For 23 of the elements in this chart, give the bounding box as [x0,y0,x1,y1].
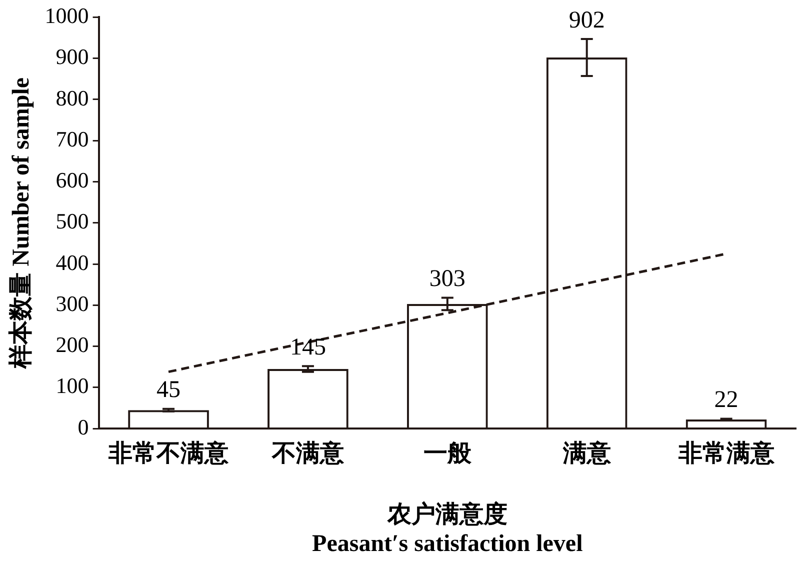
y-tick-label: 900 [56,44,89,70]
x-tick-label: 满意 [562,440,612,468]
y-tick-label: 0 [78,414,89,440]
y-tick-label: 600 [56,168,89,193]
data-label: 22 [714,387,738,414]
x-tick-label: 非常满意 [677,440,776,468]
x-tick-label: 不满意 [270,440,345,468]
data-label: 902 [568,7,605,34]
data-label: 145 [290,334,326,360]
y-tick-label: 200 [56,332,89,358]
x-axis-title: 农户满意度 Peasant′s satisfaction level [312,501,584,557]
y-tick-label: 700 [56,126,89,152]
y-tick-label: 400 [56,250,89,275]
y-tick-label: 100 [56,373,89,398]
y-tick-label: 500 [56,208,89,234]
y-tick-label: 1000 [44,2,89,28]
x-tick-label: 一般 [423,441,472,468]
data-label: 303 [429,266,466,292]
y-tick-label: 800 [56,85,89,110]
y-tick-label: 300 [56,290,89,316]
x-tick-label: 非常不满意 [108,440,230,468]
y-axis-title: 样本数量 Number of sample [8,77,35,370]
data-label: 45 [156,377,181,404]
